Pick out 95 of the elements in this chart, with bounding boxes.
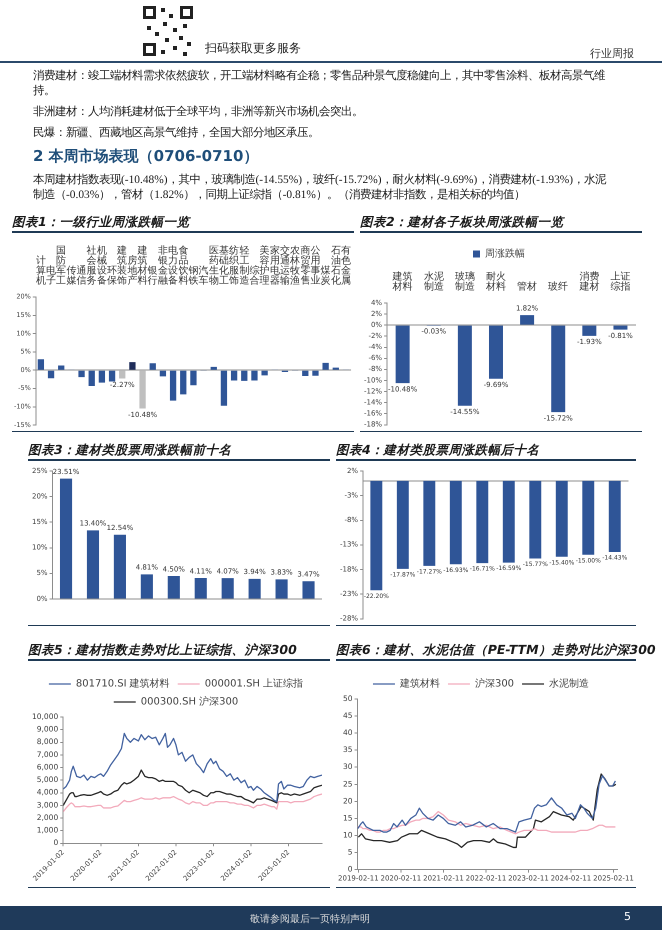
x-tick-label: 石油石化 xyxy=(330,246,341,287)
bar xyxy=(194,578,207,598)
text: 行业周报 xyxy=(590,46,634,61)
bar xyxy=(38,359,44,370)
x-tick-label: 玻纤 xyxy=(548,280,568,293)
x-tick-label: 电力设备 xyxy=(168,244,178,287)
bar xyxy=(248,578,261,598)
x-tick-label: 计算机 xyxy=(36,254,46,287)
x-tick-label: 水泥制造 xyxy=(424,270,444,293)
legend-label: 000001.SH 上证综指 xyxy=(204,678,304,690)
x-tick-label: 钢铁 xyxy=(187,266,198,287)
x-tick-label: 国防军工 xyxy=(56,246,66,287)
bar xyxy=(230,370,238,380)
chart-title: 图表2：建材各子板块周涨跌幅一览 xyxy=(360,212,642,233)
x-tick-label: 汽车 xyxy=(198,264,209,287)
x-tick-label: 食品饮料 xyxy=(177,244,188,287)
bar xyxy=(222,578,234,598)
bar xyxy=(241,370,248,381)
chart-title: 图表5：建材指数走势对比上证综指、沪深300 xyxy=(28,640,330,661)
bar xyxy=(168,576,180,598)
bar xyxy=(220,370,228,406)
text: 2 本周市场表现（0706-0710） xyxy=(33,147,260,165)
x-tick-label: 玻璃制造 xyxy=(454,270,475,293)
x-tick-label: 煤炭 xyxy=(320,264,331,287)
bar xyxy=(139,370,146,409)
bar xyxy=(98,370,106,383)
bar xyxy=(150,363,156,370)
legend-label: 建筑材料 xyxy=(398,678,440,690)
bar xyxy=(86,530,100,598)
bar xyxy=(48,370,54,378)
legend-label: 周涨跌幅 xyxy=(485,248,525,260)
bar xyxy=(180,370,186,394)
x-tick-label: 耐火材料 xyxy=(484,270,506,293)
bar xyxy=(119,370,126,379)
bar xyxy=(312,370,319,376)
x-tick-label: 建筑材料 xyxy=(136,244,148,287)
x-tick-label: 机械设备 xyxy=(96,244,107,287)
x-tick-label: 房地产 xyxy=(126,254,138,287)
bar xyxy=(58,365,64,370)
x-tick-label: 消费建材 xyxy=(578,270,600,293)
bar xyxy=(170,370,176,401)
x-tick-label: 通信 xyxy=(76,264,87,287)
bar xyxy=(160,370,166,376)
x-tick-label: 商贸零售 xyxy=(300,244,310,287)
chart-title: 图表3：建材类股票周涨跌幅前十名 xyxy=(28,440,330,461)
text: 扫码获取更多服务 xyxy=(205,40,301,57)
legend-label: 000300.SH 沪深300 xyxy=(140,696,238,708)
text: 敬请参阅最后一页特别声明 xyxy=(250,912,370,926)
legend-label: 801710.SI 建筑材料 xyxy=(76,678,170,690)
bar xyxy=(140,574,153,598)
x-tick-label: 综合 xyxy=(249,264,260,287)
bar xyxy=(302,370,308,376)
x-tick-label: 纺织服饰 xyxy=(228,244,240,287)
bar xyxy=(251,370,258,380)
text: 5 xyxy=(624,910,631,923)
x-tick-label: 传媒 xyxy=(66,266,76,287)
bar xyxy=(276,579,288,598)
x-tick-label: 公用事业 xyxy=(310,244,320,287)
x-tick-label: 管材 xyxy=(517,280,538,293)
bar xyxy=(190,370,197,386)
bar xyxy=(261,370,268,376)
x-tick-label: 有色金属 xyxy=(340,244,351,287)
bar xyxy=(322,362,329,370)
chart-title: 图表6：建材、水泥估值（PE-TTM）走势对比沪深300 xyxy=(336,641,656,659)
bar xyxy=(108,370,116,382)
bar xyxy=(210,366,217,370)
x-tick-label: 社会服务 xyxy=(86,244,97,287)
x-tick-label: 建筑材料 xyxy=(392,270,413,293)
x-tick-label: 轻工制造 xyxy=(239,244,250,287)
x-tick-label: 银行 xyxy=(146,266,158,287)
legend-label: 水泥制造 xyxy=(549,678,590,690)
bar xyxy=(129,362,136,370)
x-tick-label: 基础化工 xyxy=(218,244,229,287)
chart-title: 图表1：一级行业周涨跌幅一览 xyxy=(12,212,354,233)
x-tick-label: 美容护理 xyxy=(258,244,270,287)
x-tick-label: 非银金融 xyxy=(156,244,168,287)
text: 非洲建材：人均消耗建材低于全球平均，非洲等新兴市场机会突出。 xyxy=(33,105,364,120)
bar xyxy=(114,534,126,598)
x-tick-label: 建筑装饰 xyxy=(116,244,128,287)
bar xyxy=(60,478,72,598)
x-tick-label: 环保 xyxy=(107,266,118,287)
x-tick-label: 电子 xyxy=(46,264,56,287)
bar xyxy=(78,370,85,378)
chart-title: 图表4：建材类股票周涨跌幅后十名 xyxy=(336,440,636,461)
x-tick-label: 交通运输 xyxy=(280,244,290,287)
text: 本周建材指数表现(-10.48%)，其中，玻璃制造(-14.55%)，玻纤(-15.72%)，耐火材料(-9.69%)，消费建材(-1.93%)，水泥制造（-0.03%），管材（1.82%），同期上证综指（-0.81%）。（消费建材非指数，是相关标的均值） xyxy=(33,173,608,203)
x-tick-label: 农林牧渔 xyxy=(289,246,300,287)
bar xyxy=(88,370,95,386)
x-tick-label: 医药生物 xyxy=(208,246,219,287)
text: 民爆：新疆、西藏地区高景气维持，全国大部分地区承压。 xyxy=(33,126,320,141)
text: 消费建材：竣工端材料需求依然疲软，开工端材料略有企稳；零售品种景气度稳健向上，其中零售涂料、板材高景气维持。 xyxy=(33,69,606,99)
x-tick-label: 上证综指 xyxy=(610,270,630,293)
x-tick-label: 家用电器 xyxy=(270,244,280,287)
legend-label: 沪深300 xyxy=(474,678,514,690)
bar xyxy=(302,581,315,598)
